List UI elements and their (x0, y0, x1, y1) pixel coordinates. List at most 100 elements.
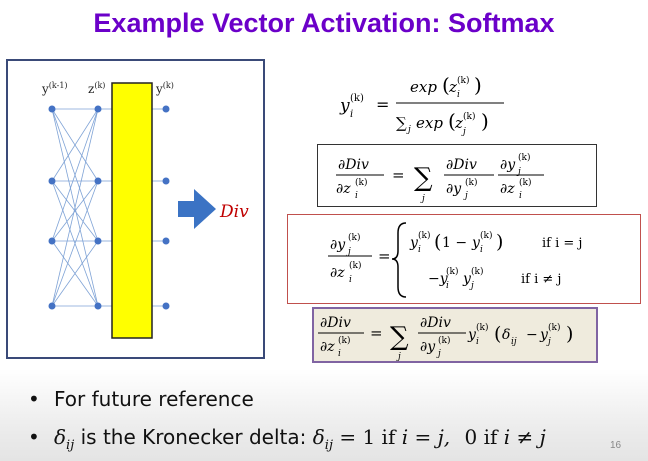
eq3-num-sup: (k) (348, 232, 360, 243)
eq2-num3-sub: j (516, 167, 521, 177)
eq3-case1-sub: i (418, 245, 421, 255)
output-node (162, 105, 170, 113)
bullet-kronecker: • δij is the Kronecker delta: δij = 1 if… (28, 425, 546, 453)
eq3-case2: −y (428, 271, 449, 287)
eq2-equals: = (392, 166, 405, 184)
eq3-num-sub: j (346, 247, 351, 257)
eq2-num3-sup: (k) (518, 152, 530, 163)
eq4-delta-sub: ij (511, 337, 517, 347)
network-svg: y(k-1) z(k) y(k) Div (41, 81, 249, 339)
bullet-1-text: For future reference (54, 387, 254, 411)
eq3-case2-y2: y (462, 271, 472, 287)
eq3-svg: ∂y j (k) ∂z i (k) = y i (k) ( 1 − y i (k… (328, 222, 582, 298)
eq1-sum-sub: j (406, 125, 411, 135)
slide-title: Example Vector Activation: Softmax (93, 8, 555, 38)
eq1-den-z: z (454, 114, 463, 132)
eq1-num-sub: i (457, 90, 460, 100)
softmax-equation: y i (k) = exp ( z i (k) ) ∑ j exp ( z j … (339, 73, 504, 137)
eq1-num-exp: exp (410, 78, 437, 96)
eq3-brace (391, 222, 407, 298)
eq2-den2-sub: j (463, 191, 468, 201)
eq1-den-sub: j (461, 127, 466, 137)
eq1-sub: i (350, 109, 353, 120)
eq4-y2-sub: j (546, 337, 551, 347)
eq4-svg: ∂Div ∂z i (k) = ∑ j ∂Div ∂y j (k) y i (k… (318, 315, 573, 362)
eq4-y-sub: i (476, 337, 479, 347)
eq3-num: ∂y (330, 237, 346, 253)
eq2-den-sup: (k) (355, 177, 367, 188)
eq1-sum: ∑ (396, 114, 407, 132)
eq4-sum: ∑ (390, 322, 409, 352)
eq4-den2-sup: (k) (438, 335, 450, 346)
derivative-div-z-box: ∂Div ∂z i (k) = ∑ j ∂Div ∂y j (k) ∂y j (… (317, 144, 597, 207)
bullet-2-text: is the Kronecker delta: (80, 425, 307, 449)
eq4-den-sub: i (338, 349, 341, 359)
eq4-delta: δ (502, 327, 510, 343)
eq3-case1-cond: if i = j (542, 236, 582, 251)
eq4-den2-sub: j (436, 349, 441, 359)
pre-node (94, 177, 102, 185)
eq2-den2: ∂y (446, 181, 462, 197)
eq3-case1-open: ( (434, 231, 441, 253)
eq4-num2: ∂Div (420, 315, 451, 331)
eq4-y2-sup: (k) (548, 322, 560, 333)
eq3-case2-sup: (k) (446, 266, 458, 277)
eq4-y: y (467, 327, 477, 343)
eq4-close: ) (566, 323, 573, 345)
kronecker-zero: 0 if (464, 425, 498, 449)
pre-node (94, 237, 102, 245)
kronecker-delta-sub-2: ij (324, 438, 333, 453)
eq2-den3-sub: i (519, 191, 522, 201)
output-node (162, 302, 170, 310)
eq4-den2: ∂y (420, 339, 436, 355)
eq1-num-open: ( (442, 73, 450, 97)
kronecker-cond-eq: i = j, (401, 425, 451, 449)
eq1-den-close: ) (481, 109, 489, 133)
output-node (162, 177, 170, 185)
eq3-case1-sup2: (k) (480, 230, 492, 241)
eq3-case2-sub: i (446, 281, 449, 291)
eq4-y-sup: (k) (476, 322, 488, 333)
bullet-dot-icon: • (28, 425, 40, 449)
eq3-case2-cond: if i ≠ j (521, 272, 561, 287)
input-node (48, 237, 56, 245)
kronecker-eq-one: = 1 if (339, 425, 396, 449)
output-label: y(k) (155, 81, 174, 96)
eq1-num-sup: (k) (457, 75, 469, 86)
input-node (48, 105, 56, 113)
kronecker-cond-neq: i ≠ j (503, 425, 546, 449)
eq2-svg: ∂Div ∂z i (k) = ∑ j ∂Div ∂y j (k) ∂y j (… (336, 152, 544, 204)
input-node (48, 302, 56, 310)
eq1-sup: (k) (350, 93, 364, 104)
eq3-case1-sup: (k) (418, 230, 430, 241)
page-number: 16 (610, 440, 622, 451)
eq3-case1-sub2: i (480, 245, 483, 255)
eq2-num2: ∂Div (446, 157, 477, 173)
eq3-equals: = (378, 247, 391, 265)
eq2-num3: ∂y (500, 157, 516, 173)
eq3-case1-y: y (409, 235, 419, 251)
eq4-open: ( (494, 323, 501, 345)
eq2-den2-sup: (k) (465, 177, 477, 188)
final-gradient-box: ∂Div ∂z i (k) = ∑ j ∂Div ∂y j (k) y i (k… (312, 307, 598, 363)
eq2-partial-div: ∂Div (338, 157, 369, 173)
eq3-case1-close: ) (496, 231, 503, 253)
kronecker-delta-sub: ij (66, 438, 75, 453)
softmax-layer (111, 82, 153, 339)
pre-activation-label: z(k) (88, 81, 105, 96)
eq3-case2-sub2: j (469, 281, 474, 291)
pre-node (94, 105, 102, 113)
eq3-case2-sup2: (k) (471, 266, 483, 277)
arrow-right-icon (178, 189, 216, 229)
eq3-den: ∂z (330, 265, 345, 281)
eq1-den-exp: exp (416, 114, 443, 132)
pre-node (94, 302, 102, 310)
eq1-den-open: ( (448, 109, 456, 133)
eq4-den: ∂z (320, 339, 335, 355)
eq1-y: y (339, 96, 350, 116)
kronecker-delta-symbol: δ (54, 425, 67, 449)
eq2-den3: ∂z (500, 181, 515, 197)
eq4-minus: − (526, 327, 538, 343)
network-diagram: y(k-1) z(k) y(k) Div (6, 59, 265, 359)
output-node (162, 237, 170, 245)
